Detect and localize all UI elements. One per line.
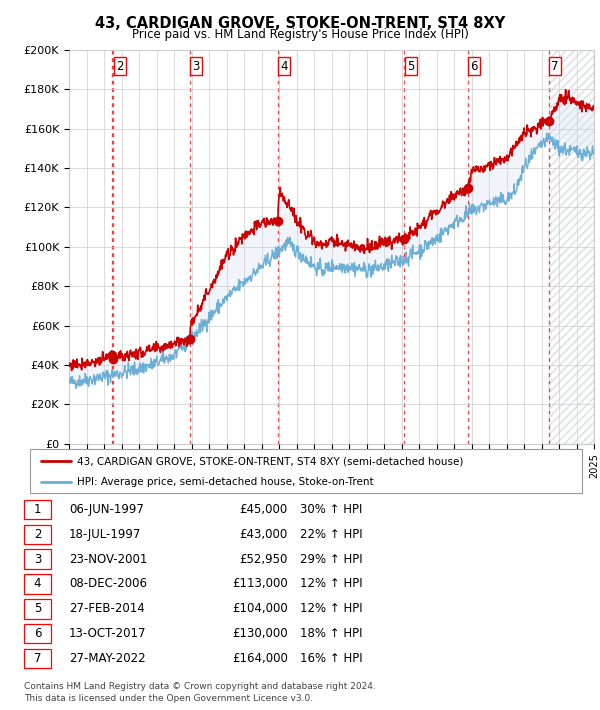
Text: 27-MAY-2022: 27-MAY-2022	[69, 652, 146, 665]
Text: 43, CARDIGAN GROVE, STOKE-ON-TRENT, ST4 8XY: 43, CARDIGAN GROVE, STOKE-ON-TRENT, ST4 …	[95, 16, 505, 31]
Text: 43, CARDIGAN GROVE, STOKE-ON-TRENT, ST4 8XY (semi-detached house): 43, CARDIGAN GROVE, STOKE-ON-TRENT, ST4 …	[77, 457, 463, 466]
Text: £43,000: £43,000	[240, 528, 288, 541]
Text: 6: 6	[470, 60, 478, 72]
Text: 5: 5	[407, 60, 415, 72]
Text: 18% ↑ HPI: 18% ↑ HPI	[300, 627, 362, 640]
Text: £52,950: £52,950	[239, 552, 288, 566]
Text: 7: 7	[551, 60, 559, 72]
Text: This data is licensed under the Open Government Licence v3.0.: This data is licensed under the Open Gov…	[24, 694, 313, 704]
Text: 12% ↑ HPI: 12% ↑ HPI	[300, 602, 362, 616]
Text: 23-NOV-2001: 23-NOV-2001	[69, 552, 148, 566]
Text: 08-DEC-2006: 08-DEC-2006	[69, 577, 147, 591]
Text: 7: 7	[34, 652, 41, 665]
Text: 2: 2	[34, 528, 41, 541]
Text: £164,000: £164,000	[232, 652, 288, 665]
Text: 12% ↑ HPI: 12% ↑ HPI	[300, 577, 362, 591]
Text: Contains HM Land Registry data © Crown copyright and database right 2024.: Contains HM Land Registry data © Crown c…	[24, 682, 376, 691]
Text: £45,000: £45,000	[240, 503, 288, 516]
Text: 13-OCT-2017: 13-OCT-2017	[69, 627, 146, 640]
Text: 5: 5	[34, 602, 41, 616]
Text: Price paid vs. HM Land Registry's House Price Index (HPI): Price paid vs. HM Land Registry's House …	[131, 28, 469, 41]
Text: 2: 2	[116, 60, 124, 72]
Text: 4: 4	[34, 577, 41, 591]
Text: 6: 6	[34, 627, 41, 640]
Text: 18-JUL-1997: 18-JUL-1997	[69, 528, 142, 541]
Text: £130,000: £130,000	[232, 627, 288, 640]
FancyBboxPatch shape	[30, 449, 582, 493]
Text: 30% ↑ HPI: 30% ↑ HPI	[300, 503, 362, 516]
Text: 06-JUN-1997: 06-JUN-1997	[69, 503, 144, 516]
Text: 1: 1	[34, 503, 41, 516]
Text: 27-FEB-2014: 27-FEB-2014	[69, 602, 145, 616]
Text: 4: 4	[280, 60, 288, 72]
Text: 29% ↑ HPI: 29% ↑ HPI	[300, 552, 362, 566]
Text: 22% ↑ HPI: 22% ↑ HPI	[300, 528, 362, 541]
Text: £104,000: £104,000	[232, 602, 288, 616]
Text: 3: 3	[193, 60, 200, 72]
Text: HPI: Average price, semi-detached house, Stoke-on-Trent: HPI: Average price, semi-detached house,…	[77, 476, 374, 486]
Text: 3: 3	[34, 552, 41, 566]
Text: 16% ↑ HPI: 16% ↑ HPI	[300, 652, 362, 665]
Text: £113,000: £113,000	[232, 577, 288, 591]
